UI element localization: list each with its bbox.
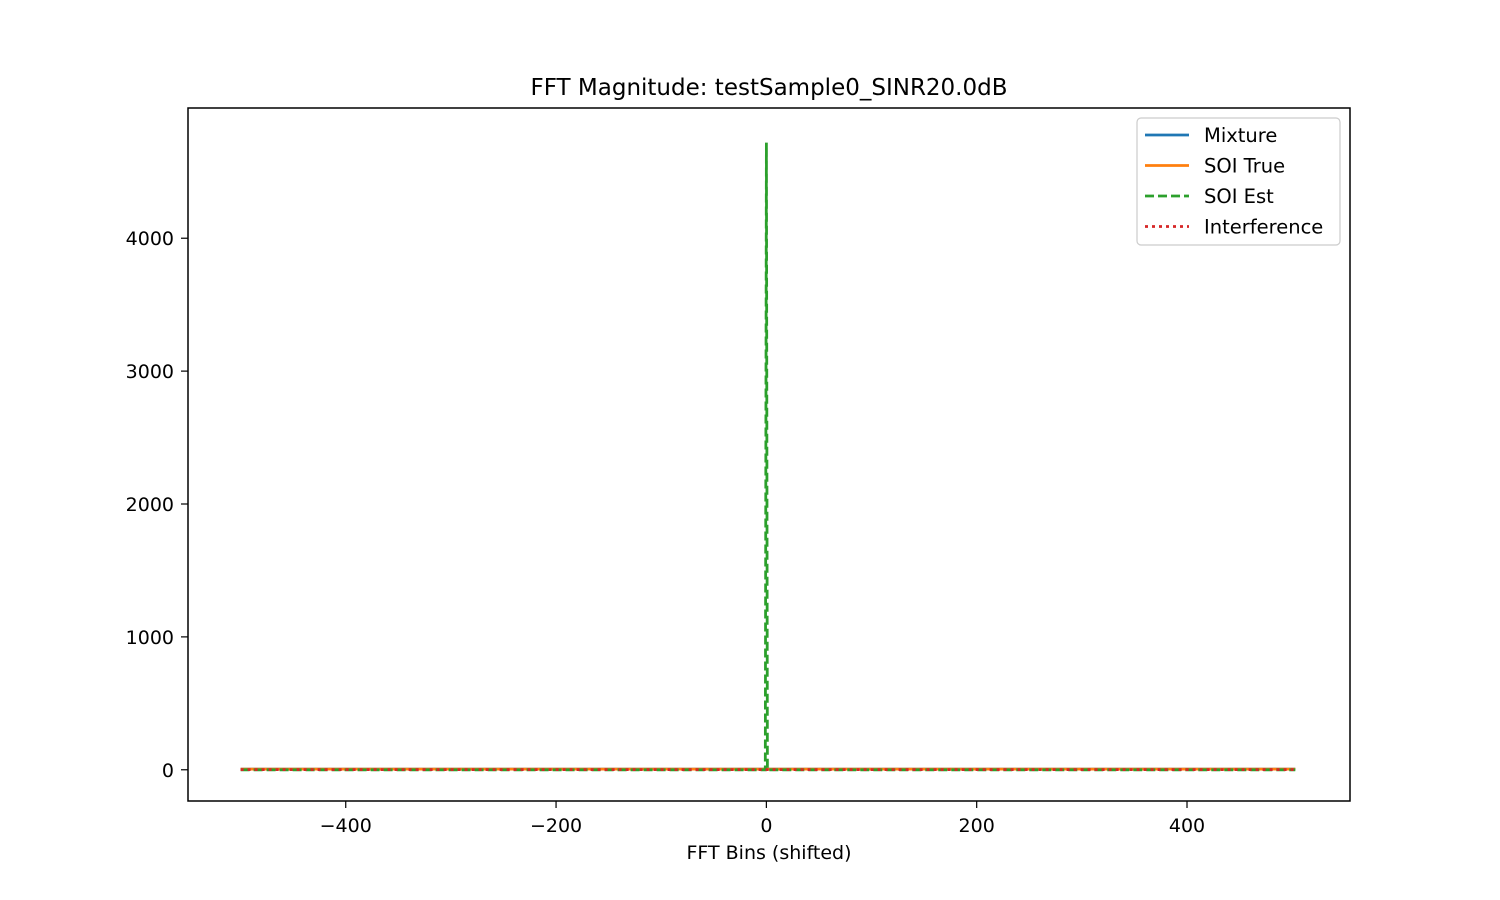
legend-label-soi-est: SOI Est [1204,185,1274,208]
legend-label-soi-true: SOI True [1204,155,1285,178]
series-layer [240,142,1296,772]
x-axis-label: FFT Bins (shifted) [686,842,851,864]
legend-label-interference: Interference [1204,216,1323,239]
x-tick-label: 400 [1169,815,1205,837]
legend-box [1136,117,1341,246]
y-tick-label: 0 [162,760,174,782]
chart-title: FFT Magnitude: testSample0_SINR20.0dB [530,75,1007,101]
x-tick-label: −200 [530,815,582,837]
y-axis: 0 1000 2000 3000 4000 [126,228,188,782]
y-tick-label: 1000 [126,627,174,649]
x-tick-label: −400 [320,815,372,837]
x-tick-label: 200 [959,815,995,837]
plot-frame [187,107,1351,802]
x-tick-label: 0 [760,815,772,837]
legend: Mixture SOI True SOI Est Interference [1136,117,1341,246]
legend-label-mixture: Mixture [1204,124,1277,147]
x-axis: −400 −200 0 200 400 [320,801,1205,837]
y-tick-label: 4000 [126,228,174,250]
y-tick-label: 2000 [126,494,174,516]
y-tick-label: 3000 [126,361,174,383]
